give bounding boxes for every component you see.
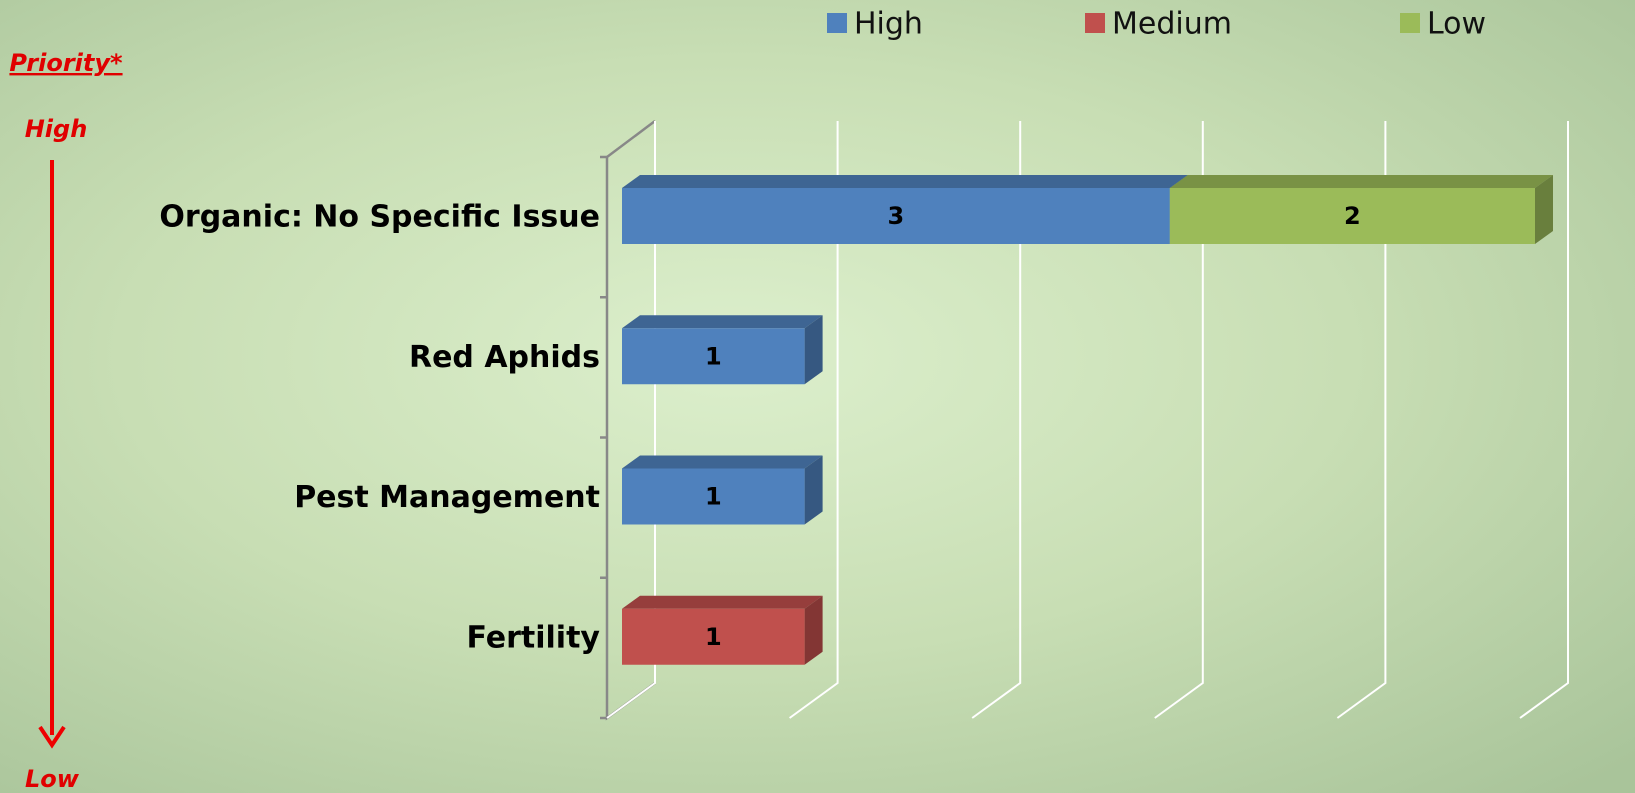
bar <box>1169 175 1553 244</box>
bar-side <box>804 595 823 665</box>
bar-top <box>622 455 823 469</box>
category-label: Pest Management <box>294 480 600 515</box>
grid-line <box>1336 121 1387 719</box>
legend-swatch <box>827 13 847 33</box>
bar-top <box>1169 175 1553 188</box>
bar-top <box>622 175 1188 188</box>
bar <box>622 595 823 665</box>
legend-swatch <box>1400 13 1420 33</box>
bar-front <box>622 608 805 665</box>
bar-top <box>622 595 823 609</box>
bar-side <box>1535 175 1553 244</box>
category-label: Fertility <box>466 620 600 655</box>
bar-side <box>804 315 823 385</box>
bar <box>622 175 1188 244</box>
value-label: 1 <box>705 483 722 511</box>
grid-line <box>971 121 1022 719</box>
legend-swatch <box>1085 13 1105 33</box>
grid-line <box>1519 121 1569 719</box>
priority-high: High <box>25 115 88 143</box>
bar-front <box>622 468 805 525</box>
bar-top <box>622 315 823 329</box>
value-label: 1 <box>705 342 722 370</box>
bar <box>622 315 823 385</box>
bar-front <box>1169 188 1535 244</box>
bar-front <box>622 328 805 385</box>
bar <box>622 455 823 525</box>
legend-label: Medium <box>1112 7 1232 42</box>
legend-label: High <box>854 7 923 42</box>
priority-low: Low <box>25 765 80 793</box>
priority-arrowhead <box>38 725 66 749</box>
bar-front <box>622 188 1170 244</box>
category-label: Red Aphids <box>409 340 600 375</box>
value-label: 1 <box>705 623 722 651</box>
legend-label: Low <box>1427 7 1486 42</box>
grid-line <box>789 121 839 719</box>
category-label: Organic: No Specific Issue <box>159 200 600 235</box>
value-label: 2 <box>1344 202 1361 230</box>
bar-side <box>804 455 823 525</box>
grid-line <box>606 121 656 719</box>
grid-line <box>1154 121 1204 719</box>
value-label: 3 <box>888 202 905 230</box>
priority-label: Priority* <box>9 49 123 77</box>
